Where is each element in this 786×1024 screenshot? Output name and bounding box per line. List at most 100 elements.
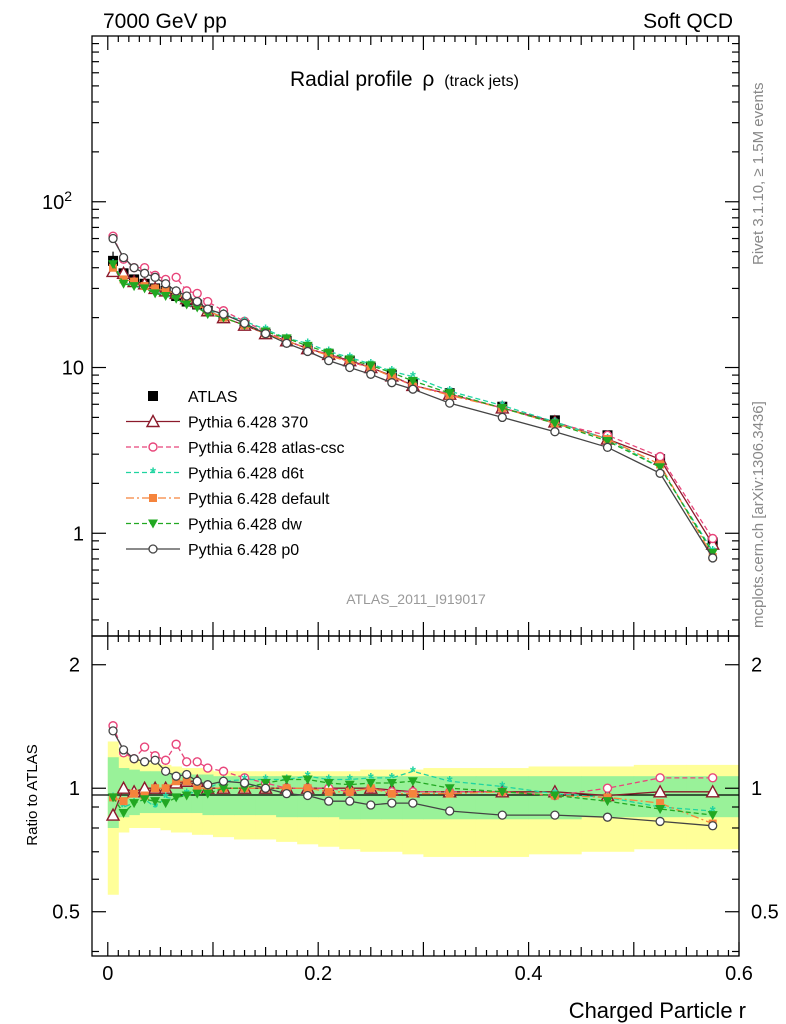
point-p0 bbox=[129, 263, 139, 273]
point-p0 bbox=[139, 757, 150, 767]
point-p0 bbox=[218, 309, 229, 319]
point-dw bbox=[118, 809, 129, 819]
point-dw bbox=[602, 437, 613, 447]
point-dw bbox=[192, 303, 203, 313]
point-p0 bbox=[118, 253, 129, 263]
point-p0 bbox=[550, 427, 560, 437]
point-p0 bbox=[324, 796, 334, 806]
point-dw bbox=[302, 775, 313, 785]
point-p0 bbox=[239, 778, 250, 788]
point-dw bbox=[497, 787, 508, 797]
point-p0 bbox=[160, 279, 171, 289]
point-p0 bbox=[281, 338, 292, 348]
legend-marker-dw bbox=[148, 519, 158, 529]
plot-title-main: Radial profile bbox=[290, 68, 413, 91]
point-p0 bbox=[408, 384, 418, 394]
point-p0 bbox=[203, 304, 213, 314]
point-p0 bbox=[445, 806, 455, 816]
point-dw bbox=[260, 778, 271, 788]
point-default bbox=[282, 784, 291, 793]
main-panel: 1 10 102 Radial profile ρ (track jets) ***… bbox=[42, 35, 740, 637]
point-dw bbox=[344, 780, 355, 790]
analysis-id: ATLAS_2011_I919017 bbox=[346, 591, 486, 607]
point-d6t: * bbox=[152, 799, 158, 816]
point-dw bbox=[139, 795, 150, 805]
point-dw bbox=[160, 292, 171, 302]
point-dw bbox=[181, 300, 192, 310]
ratio-y-tick-label: 0.5 bbox=[52, 902, 80, 924]
point-atlascsc bbox=[171, 272, 181, 283]
point-p0 bbox=[366, 800, 376, 810]
point-p370 bbox=[705, 784, 720, 798]
point-p0 bbox=[655, 468, 665, 478]
point-p0 bbox=[303, 790, 313, 801]
point-dw bbox=[181, 791, 192, 801]
point-dw bbox=[549, 791, 560, 801]
point-default bbox=[172, 777, 181, 786]
point-dw bbox=[549, 419, 560, 429]
point-default bbox=[130, 789, 139, 798]
point-d6t: * bbox=[163, 789, 169, 806]
point-dw bbox=[108, 793, 119, 803]
point-p370 bbox=[652, 784, 668, 798]
point-dw bbox=[171, 793, 182, 803]
point-p0 bbox=[497, 412, 507, 423]
point-default bbox=[656, 799, 665, 808]
ratio-y-tick-label-right: 2 bbox=[751, 655, 762, 677]
legend: ATLAS Pythia 6.428 370 Pythia 6.428 atlas-… bbox=[126, 389, 345, 559]
point-dw bbox=[281, 775, 292, 785]
point-p0 bbox=[160, 766, 171, 776]
point-dw bbox=[171, 294, 182, 304]
point-p0 bbox=[139, 268, 150, 278]
point-dw bbox=[444, 389, 455, 399]
point-atlascsc bbox=[160, 755, 171, 765]
x-tick-label: 0.6 bbox=[725, 963, 753, 985]
point-default bbox=[151, 784, 160, 793]
ratio-series-layer: ************************** bbox=[105, 721, 720, 831]
point-dw bbox=[365, 778, 376, 788]
ratio-plot-frame bbox=[91, 635, 740, 957]
point-p0 bbox=[260, 783, 271, 793]
point-p0 bbox=[203, 780, 213, 790]
point-d6t: * bbox=[447, 773, 453, 790]
point-atlascsc bbox=[602, 783, 613, 793]
x-axis-label: Charged Particle r bbox=[569, 998, 746, 1023]
point-default bbox=[387, 789, 396, 798]
point-p0 bbox=[445, 398, 455, 408]
point-dw bbox=[108, 260, 119, 270]
point-p0 bbox=[708, 553, 718, 563]
main-y-tick-label: 102 bbox=[42, 188, 72, 214]
point-p370 bbox=[116, 780, 131, 794]
point-p0 bbox=[108, 233, 118, 244]
point-dw bbox=[655, 463, 666, 473]
ratio-y-tick-label-right: 1 bbox=[751, 778, 762, 800]
legend-label-dw: Pythia 6.428 dw bbox=[188, 517, 302, 534]
point-dw bbox=[192, 789, 203, 799]
point-dw bbox=[129, 799, 140, 809]
plot-title: Radial profile ρ (track jets) bbox=[290, 68, 519, 91]
point-p0 bbox=[387, 798, 397, 808]
point-dw bbox=[407, 777, 418, 787]
main-y-tick-label: 10 bbox=[62, 358, 84, 380]
series-p0 bbox=[108, 726, 718, 831]
point-p0 bbox=[171, 771, 181, 781]
point-dw bbox=[707, 811, 718, 821]
point-p0 bbox=[602, 442, 613, 452]
point-dw bbox=[344, 355, 355, 365]
ratio-y-tick-label: 2 bbox=[69, 655, 80, 677]
point-default bbox=[366, 784, 375, 793]
legend-label-d6t: Pythia 6.428 d6t bbox=[188, 466, 304, 483]
point-default bbox=[119, 797, 128, 806]
point-p0 bbox=[408, 798, 418, 808]
series-line-d6t bbox=[112, 770, 713, 812]
x-tick-label: 0.2 bbox=[304, 963, 332, 985]
legend-label-default: Pythia 6.428 default bbox=[188, 491, 330, 508]
point-p0 bbox=[182, 769, 192, 780]
point-default bbox=[182, 777, 191, 786]
point-atlascsc bbox=[707, 533, 718, 544]
main-y-tick-label-exponent: 2 bbox=[64, 188, 72, 204]
ratio-y-axis-label: Ratio to ATLAS bbox=[24, 744, 41, 845]
point-p0 bbox=[345, 362, 355, 373]
point-default bbox=[119, 275, 128, 284]
